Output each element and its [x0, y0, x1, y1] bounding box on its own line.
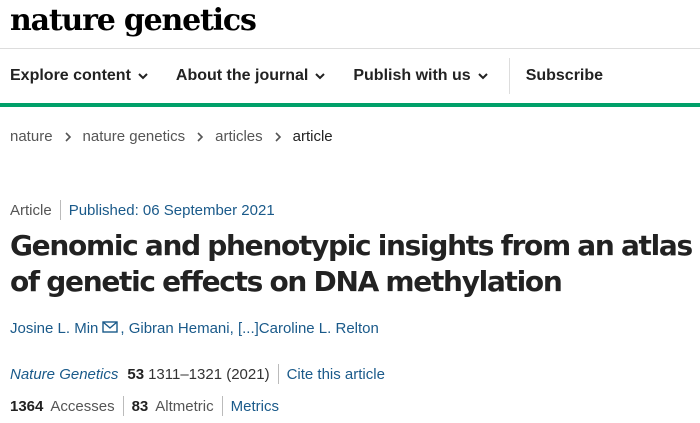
meta-divider [59, 200, 61, 220]
citation-divider [277, 364, 279, 384]
published-date: Published: 06 September 2021 [68, 201, 275, 219]
citation-journal[interactable]: Nature Genetics [10, 365, 119, 383]
citation-volume: 53 [127, 365, 145, 383]
breadcrumb: nature nature genetics articles article [10, 128, 333, 145]
nav-publish-with-us[interactable]: Publish with us [353, 49, 488, 103]
mail-icon[interactable] [102, 320, 119, 333]
citation-line: Nature Genetics 53 1311–1321 (2021) Cite… [10, 364, 385, 384]
nav-about-journal[interactable]: About the journal [176, 49, 326, 103]
chevron-down-icon [138, 73, 148, 80]
author-second[interactable]: Gibran Hemani, [128, 320, 234, 337]
author-last[interactable]: Caroline L. Relton [258, 320, 379, 337]
nav-subscribe[interactable]: Subscribe [526, 49, 603, 103]
breadcrumb-articles[interactable]: articles [215, 128, 263, 145]
nav-subscribe-label: Subscribe [525, 67, 604, 84]
breadcrumb-nature-genetics[interactable]: nature genetics [82, 128, 186, 145]
nav-explore-content[interactable]: Explore content [10, 49, 149, 103]
breadcrumb-nature[interactable]: nature [10, 128, 53, 145]
breadcrumb-article: article [292, 128, 333, 145]
accesses-label: Accesses [50, 397, 115, 415]
nav-divider [508, 58, 510, 94]
main-nav: Explore content About the journal Publis… [0, 49, 700, 103]
citation-pages: 1311–1321 (2021) [148, 365, 270, 383]
chevron-right-icon [275, 131, 281, 142]
authors-expand[interactable]: [...] [237, 320, 259, 337]
metrics-divider [221, 396, 223, 416]
article-type: Article [10, 201, 52, 219]
metrics-link[interactable]: Metrics [230, 397, 279, 415]
article-meta: Article Published: 06 September 2021 [10, 200, 275, 220]
altmetric-label: Altmetric [155, 397, 214, 415]
chevron-right-icon [64, 131, 71, 142]
cite-this-article-link[interactable]: Cite this article [286, 365, 385, 383]
nav-accent-bar [0, 103, 700, 107]
chevron-down-icon [477, 73, 488, 80]
header-logo-bar: nature genetics [10, 3, 257, 44]
altmetric-count: 83 [131, 397, 149, 415]
author-list: Josine L. Min , Gibran Hemani, [...] Car… [10, 320, 379, 337]
metrics-divider [122, 396, 124, 416]
chevron-down-icon [315, 73, 326, 80]
chevron-right-icon [197, 131, 204, 142]
article-metrics: 1364 Accesses 83 Altmetric Metrics [10, 396, 279, 416]
nav-explore-content-label: Explore content [10, 67, 131, 84]
nav-publish-with-us-label: Publish with us [353, 67, 471, 84]
author-first[interactable]: Josine L. Min [10, 320, 99, 337]
journal-logo[interactable]: nature genetics [10, 3, 257, 38]
article-title: Genomic and phenotypic insights from an … [10, 229, 693, 298]
accesses-count: 1364 [10, 397, 44, 415]
nav-about-journal-label: About the journal [175, 67, 309, 84]
header-divider [0, 48, 700, 49]
